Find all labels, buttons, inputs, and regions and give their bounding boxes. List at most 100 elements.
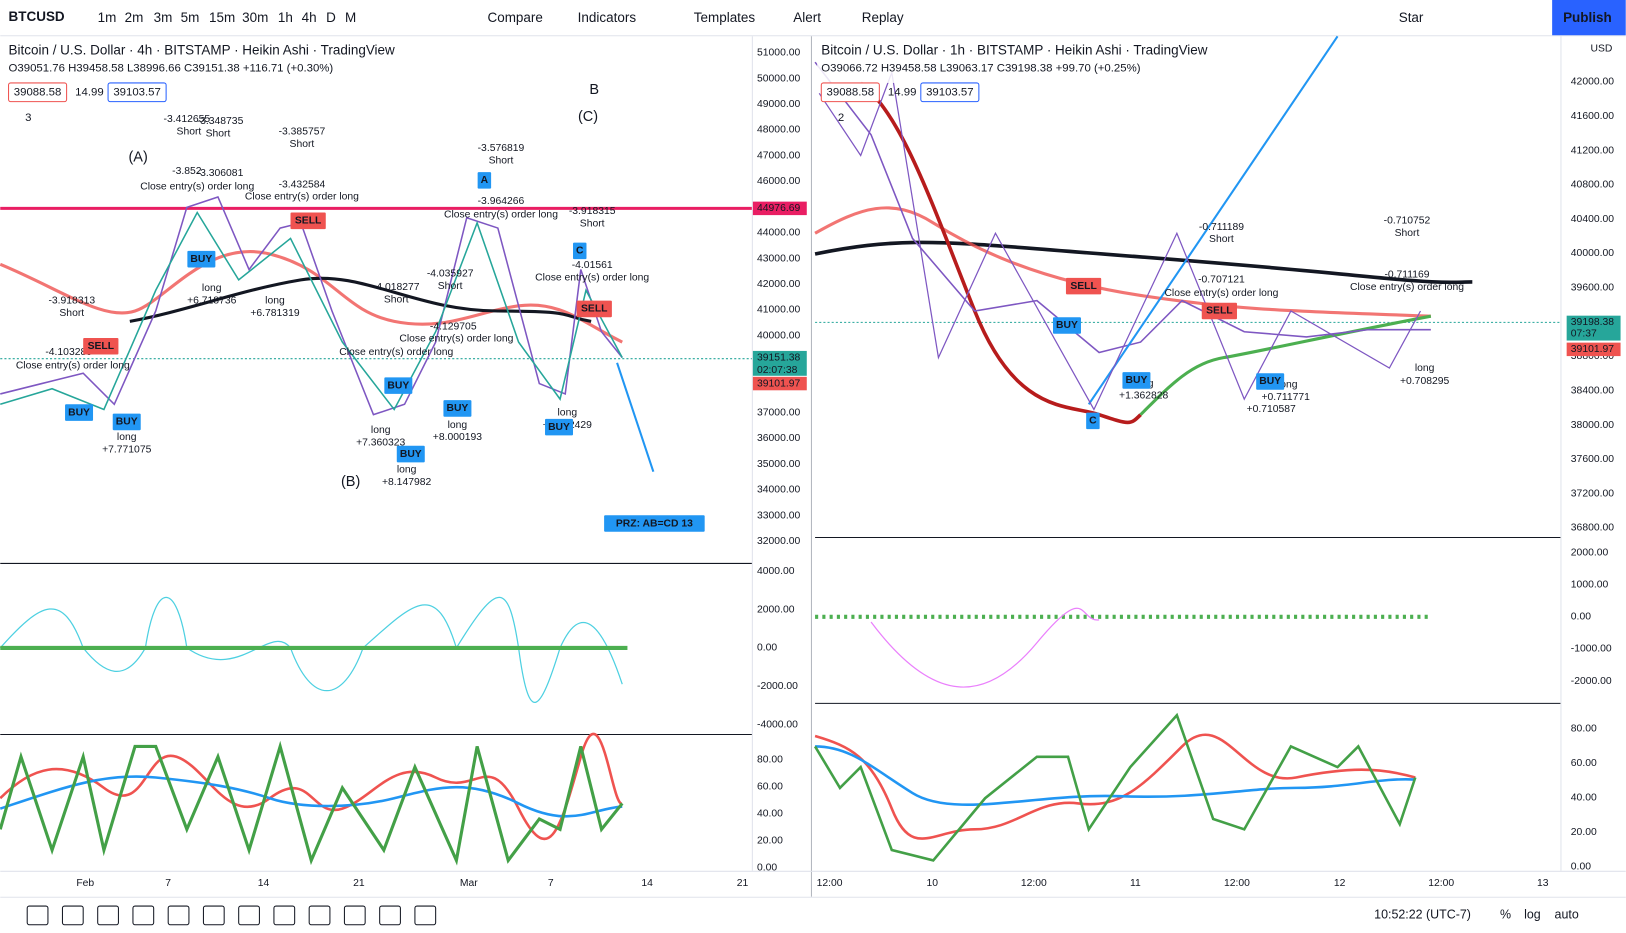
price-axis-label: 47000.00 xyxy=(757,150,800,161)
bid-price: 39088.58 xyxy=(827,86,875,98)
moving-average xyxy=(814,61,1431,354)
signal-label: BUY xyxy=(400,449,422,460)
drawing-tool[interactable] xyxy=(308,905,331,926)
drawing-tool[interactable] xyxy=(167,905,190,926)
annotation: Short xyxy=(59,308,84,319)
moving-average xyxy=(814,206,1431,318)
toolbar-button[interactable]: Replay xyxy=(862,10,904,25)
interval-button[interactable]: 15m xyxy=(209,10,235,25)
signal-badge xyxy=(443,400,472,417)
annotation: +8.147982 xyxy=(382,477,431,488)
interval-button[interactable]: 2m xyxy=(125,10,144,25)
currency-label[interactable]: USD xyxy=(1591,43,1613,54)
clock: 10:52:22 (UTC-7) xyxy=(1374,908,1471,922)
trend-curve xyxy=(859,81,1142,425)
annotation: long xyxy=(558,407,578,418)
price-axis-label: 41000.00 xyxy=(757,305,800,316)
rsi-axis-label: 60.00 xyxy=(1571,758,1597,769)
signal-badge xyxy=(604,515,705,532)
price-axis-label: 44000.00 xyxy=(757,228,800,239)
rsi-axis-label: 0.00 xyxy=(1571,862,1591,873)
signal-label: BUY xyxy=(446,403,468,414)
signal-badge xyxy=(83,337,119,355)
time-axis-label: 14 xyxy=(641,878,653,889)
last-price: 39198.38 xyxy=(1571,317,1614,328)
annotation: +8.000193 xyxy=(433,432,482,443)
signal-badge xyxy=(396,445,425,463)
interval-button[interactable]: 5m xyxy=(181,10,200,25)
annotation: -3.385757 xyxy=(279,126,326,137)
annotation: -0.710752 xyxy=(1384,216,1431,227)
annotation: Short xyxy=(1209,234,1234,245)
toolbar-button[interactable]: Templates xyxy=(694,10,756,25)
price-axis-label: 46000.00 xyxy=(757,176,800,187)
indicator-count[interactable]: 2 xyxy=(838,112,844,124)
osc-axis-label: 0.00 xyxy=(1571,612,1591,623)
signal-label: SELL xyxy=(581,304,608,315)
osc-axis-label: -2000.00 xyxy=(1571,676,1612,687)
annotation: -3.576819 xyxy=(478,143,525,154)
interval-button[interactable]: 4h xyxy=(302,10,317,25)
annotation: Short xyxy=(580,219,605,230)
drawing-tool[interactable] xyxy=(97,905,119,926)
countdown: 02:07:38 xyxy=(757,365,798,376)
annotation: Short xyxy=(290,139,315,150)
drawing-tool[interactable] xyxy=(202,905,225,926)
toolbar-button[interactable]: Alert xyxy=(793,10,821,25)
interval-button[interactable]: 3m xyxy=(154,10,173,25)
publish-label[interactable]: Publish xyxy=(1563,10,1612,25)
star-button[interactable]: Star xyxy=(1399,10,1424,25)
signal-label: SELL xyxy=(1206,306,1233,317)
signal-badge xyxy=(1256,373,1285,390)
interval-button[interactable]: 1h xyxy=(278,10,293,25)
ask-box xyxy=(920,82,980,103)
annotation: Close entry(s) order long xyxy=(1164,288,1278,299)
drawing-tool[interactable] xyxy=(379,905,401,926)
annotation: Short xyxy=(1395,228,1420,239)
annotation: -0.707121 xyxy=(1198,275,1245,286)
publish-button[interactable] xyxy=(1552,0,1626,36)
annotation: -4.01561 xyxy=(572,260,613,271)
oscillator xyxy=(0,597,623,703)
interval-button[interactable]: D xyxy=(326,10,336,25)
symbol[interactable]: BTCUSD xyxy=(9,9,65,24)
rsi-axis-label: 80.00 xyxy=(757,755,783,766)
price-axis-label: 37000.00 xyxy=(757,408,800,419)
interval-button[interactable]: 1m xyxy=(98,10,117,25)
drawing-tool[interactable] xyxy=(273,905,296,926)
price-axis-label: 40400.00 xyxy=(1571,214,1614,225)
annotation: -4.018277 xyxy=(373,282,420,293)
drawing-tool[interactable] xyxy=(343,905,366,926)
rsi-axis-label: 40.00 xyxy=(757,809,783,820)
drawing-tool[interactable] xyxy=(132,905,155,926)
interval-button[interactable]: 30m xyxy=(242,10,268,25)
rsi-axis-label: 80.00 xyxy=(1571,724,1597,735)
rsi-axis-label: 20.00 xyxy=(757,835,783,846)
indicator-count[interactable]: 3 xyxy=(25,112,31,124)
annotation: Short xyxy=(438,281,463,292)
price-axis-label: 51000.00 xyxy=(757,48,800,59)
signal-badge xyxy=(545,418,574,436)
annotation: Close entry(s) order long xyxy=(444,209,558,220)
signal-label: BUY xyxy=(190,254,212,265)
toolbar-button[interactable]: Indicators xyxy=(578,10,637,25)
time-axis-label: 11 xyxy=(1130,878,1141,889)
drawing-tool[interactable] xyxy=(414,905,437,926)
interval-button[interactable]: M xyxy=(345,10,356,25)
price-tag-label: 39101.97 xyxy=(1571,344,1614,355)
log-toggle[interactable]: log xyxy=(1524,908,1541,922)
annotation: Short xyxy=(489,155,514,166)
osc-axis-label: 0.00 xyxy=(757,643,777,654)
auto-toggle[interactable]: auto xyxy=(1555,908,1579,922)
price-tag xyxy=(752,350,807,376)
rsi-axis-label: 0.00 xyxy=(757,862,777,873)
signal-badge xyxy=(576,300,612,318)
price-axis-label: 37200.00 xyxy=(1571,488,1614,499)
time-axis-label: 7 xyxy=(165,878,171,889)
percent-toggle[interactable]: % xyxy=(1500,908,1511,922)
drawing-tool[interactable] xyxy=(238,905,260,926)
drawing-tool[interactable] xyxy=(26,905,49,926)
drawing-tool[interactable] xyxy=(61,905,84,926)
signal-label: BUY xyxy=(387,380,409,391)
toolbar-button[interactable]: Compare xyxy=(487,10,542,25)
